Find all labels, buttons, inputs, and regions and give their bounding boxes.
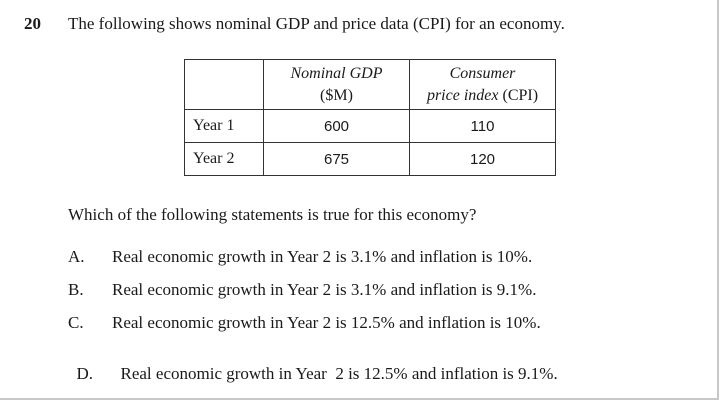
option-d-text: Real economic growth in Year 2 is 12.5% … xyxy=(120,364,558,383)
option-a-text: Real economic growth in Year 2 is 3.1% a… xyxy=(112,247,533,266)
header-nominal-gdp: Nominal GDP ($M) xyxy=(263,59,410,110)
question-number: 20 xyxy=(24,14,41,33)
header-nominal-gdp-line2: ($M) xyxy=(320,86,353,104)
cell-cpi-year2: 120 xyxy=(409,142,556,176)
option-b-text: Real economic growth in Year 2 is 3.1% a… xyxy=(112,280,537,299)
option-b[interactable]: B. Real economic growth in Year 2 is 3.1%… xyxy=(68,280,536,300)
question-stem: The following shows nominal GDP and pric… xyxy=(68,14,565,33)
option-a-letter: A. xyxy=(68,247,85,266)
table-corner-cell xyxy=(184,59,264,110)
table-header-row: Nominal GDP ($M) Consumer price index (C… xyxy=(184,59,556,110)
row-label-year2: Year 2 xyxy=(184,142,264,176)
cell-gdp-year1: 600 xyxy=(263,109,410,143)
header-cpi: Consumer price index (CPI) xyxy=(409,59,556,110)
table-row: Year 2 675 120 xyxy=(184,142,556,176)
header-cpi-line2-italic: price index xyxy=(426,86,499,104)
header-cpi-line1: Consumer xyxy=(449,64,516,82)
option-d[interactable]: D. Real economic growth in Year 2 is 12.5… xyxy=(68,344,558,384)
option-c-text: Real economic growth in Year 2 is 12.5% … xyxy=(112,313,541,332)
header-cpi-line2-rest: (CPI) xyxy=(498,86,539,104)
option-d-letter: D. xyxy=(76,364,94,383)
option-c-letter: C. xyxy=(68,313,84,332)
option-b-letter: B. xyxy=(68,280,84,299)
option-a[interactable]: A. Real economic growth in Year 2 is 3.1%… xyxy=(68,247,532,267)
cell-gdp-year2: 675 xyxy=(263,142,410,176)
table-row: Year 1 600 110 xyxy=(184,109,556,143)
question-prompt: Which of the following statements is tru… xyxy=(68,205,477,224)
row-label-year1: Year 1 xyxy=(184,109,264,143)
cell-cpi-year1: 110 xyxy=(409,109,556,143)
gdp-cpi-table: Nominal GDP ($M) Consumer price index (C… xyxy=(184,59,556,176)
header-nominal-gdp-line1: Nominal GDP xyxy=(290,64,383,82)
option-c[interactable]: C. Real economic growth in Year 2 is 12.5… xyxy=(68,313,541,333)
